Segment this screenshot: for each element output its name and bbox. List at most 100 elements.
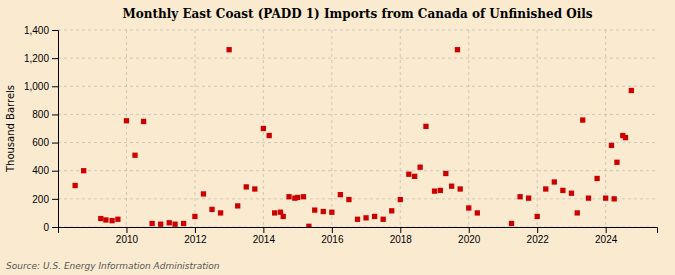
tick-label: 1,200 [24, 53, 49, 64]
tick: 2022 [527, 227, 550, 245]
point [475, 210, 480, 215]
point [509, 221, 514, 226]
axis-line [59, 228, 658, 234]
tick: 1,400 [24, 25, 58, 36]
point [109, 218, 114, 223]
point [81, 168, 86, 173]
point [158, 222, 163, 227]
tick: 200 [32, 194, 58, 205]
point [226, 47, 231, 52]
point [623, 135, 628, 140]
point [267, 133, 272, 138]
tick-mark [52, 86, 58, 87]
tick-mark [400, 227, 401, 233]
tick: 2020 [458, 227, 481, 245]
grid-line [58, 114, 657, 115]
plot-area: 2010201220142016201820202022202402004006… [24, 25, 658, 245]
point [543, 186, 548, 191]
tick-mark [263, 227, 264, 233]
tick-label: 2018 [390, 234, 413, 245]
tick: 2024 [595, 227, 618, 245]
point [398, 197, 403, 202]
point [466, 205, 471, 210]
point [443, 171, 448, 176]
tick-mark [469, 227, 470, 233]
tick-label: 2012 [184, 234, 207, 245]
tick: 1,200 [24, 53, 58, 64]
tick-mark [52, 143, 58, 144]
point [594, 176, 599, 181]
grid-line [537, 30, 538, 227]
tick-mark [126, 227, 127, 233]
chart: 2010201220142016201820202022202402004006… [0, 0, 675, 275]
point [132, 153, 137, 158]
tick-mark [52, 199, 58, 200]
point [306, 224, 311, 227]
point [406, 172, 411, 177]
grid-line [58, 86, 657, 87]
point [526, 196, 531, 201]
tick: 2014 [253, 227, 276, 245]
tick-mark [606, 227, 607, 233]
point [417, 165, 422, 170]
point [149, 221, 154, 226]
point [603, 196, 608, 201]
point [72, 183, 77, 188]
grid-line [58, 170, 657, 171]
point [244, 184, 249, 189]
point [569, 191, 574, 196]
grid [58, 30, 657, 227]
point [458, 186, 463, 191]
title: Monthly East Coast (PADD 1) Imports from… [122, 7, 592, 21]
point [372, 214, 377, 219]
tick: 2010 [116, 227, 139, 245]
point [389, 208, 394, 213]
tick-mark [52, 227, 58, 228]
point [235, 203, 240, 208]
tick-mark [52, 30, 58, 31]
point [192, 214, 197, 219]
point [218, 210, 223, 215]
point [281, 214, 286, 219]
grid-line [58, 142, 657, 143]
tick-label: 2014 [253, 234, 276, 245]
point [312, 207, 317, 212]
point [201, 191, 206, 196]
point [295, 195, 300, 200]
point [455, 47, 460, 52]
point [575, 210, 580, 215]
tick-mark [537, 227, 538, 233]
point [321, 209, 326, 214]
tick-label: 0 [43, 222, 49, 233]
tick-label: 2024 [595, 234, 618, 245]
tick: 2016 [321, 227, 344, 245]
point [329, 210, 334, 215]
point [98, 216, 103, 221]
point [432, 188, 437, 193]
tick-label: 600 [32, 137, 49, 148]
point [338, 192, 343, 197]
grid-line [331, 30, 332, 227]
point [586, 196, 591, 201]
grid-line [126, 30, 127, 227]
point [423, 124, 428, 129]
tick: 800 [32, 109, 58, 120]
tick-label: 2022 [527, 234, 550, 245]
tick-label: 1,400 [24, 25, 49, 36]
grid-line [58, 30, 657, 31]
point [181, 221, 186, 226]
point [412, 174, 417, 179]
y-axis: 02004006008001,0001,2001,400 [24, 25, 59, 233]
tick: 2012 [184, 227, 207, 245]
point [252, 186, 257, 191]
x-axis: 2010 2012 2014 2016 2018 2020 2022 2024 [59, 227, 658, 245]
points [72, 47, 634, 227]
point [614, 160, 619, 165]
point [346, 197, 351, 202]
tick: 2018 [390, 227, 413, 245]
y-axis-title: Thousand Barrels [5, 85, 16, 173]
point [580, 117, 585, 122]
point [272, 210, 277, 215]
tick-mark [332, 227, 333, 233]
tick-mark [52, 58, 58, 59]
